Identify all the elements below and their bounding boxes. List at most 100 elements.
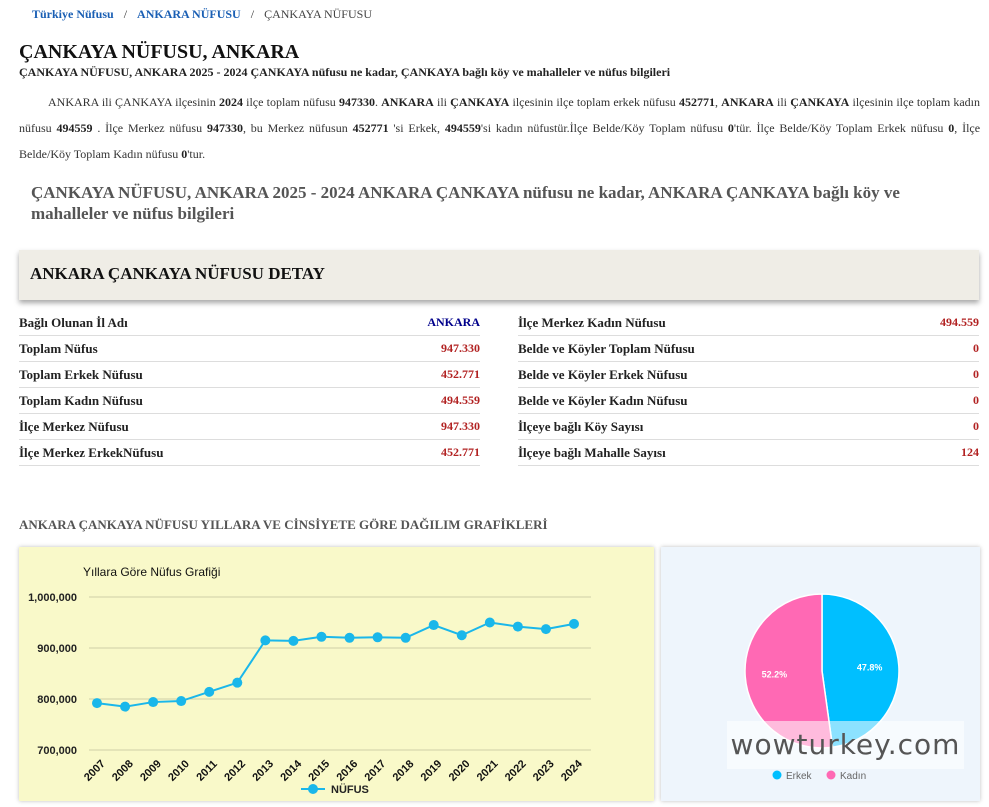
breadcrumb-province-link[interactable]: ANKARA NÜFUSU	[137, 7, 241, 21]
charts-heading: ANKARA ÇANKAYA NÜFUSU YILLARA VE CİNSİYE…	[19, 517, 548, 532]
x-tick-label: 2019	[419, 758, 445, 784]
x-tick-label: 2015	[306, 758, 332, 784]
x-tick-label: 2010	[166, 758, 192, 784]
data-point	[400, 632, 411, 643]
x-tick-label: 2023	[531, 758, 557, 784]
x-tick-label: 2024	[559, 757, 585, 783]
y-tick-label: 900,000	[37, 643, 77, 655]
stat-row-village-total: Belde ve Köyler Toplam Nüfusu 0	[518, 336, 979, 362]
stat-row-total: Toplam Nüfus 947.330	[19, 336, 480, 362]
stats-right-column: İlçe Merkez Kadın Nüfusu 494.559 Belde ve…	[518, 310, 979, 466]
detail-title: ANKARA ÇANKAYA NÜFUSU DETAY	[30, 264, 325, 283]
stat-label: Toplam Kadın Nüfusu	[19, 392, 143, 408]
intro-paragraph: ANKARA ili ÇANKAYA ilçesinin 2024 ilçe t…	[19, 95, 981, 161]
stat-row-female: Toplam Kadın Nüfusu 494.559	[19, 388, 480, 414]
x-tick-label: 2009	[138, 758, 164, 784]
breadcrumb-home-link[interactable]: Türkiye Nüfusu	[32, 7, 114, 21]
stat-label: İlçeye bağlı Mahalle Sayısı	[518, 444, 666, 460]
stat-row-center-male: İlçe Merkez ErkekNüfusu 452.771	[19, 440, 480, 466]
stat-label: Belde ve Köyler Erkek Nüfusu	[518, 366, 688, 382]
x-tick-label: 2013	[250, 758, 276, 784]
stat-value: 494.559	[940, 315, 979, 329]
pie-chart-svg: 47.8% 52.2% Erkek Kadın	[744, 593, 900, 782]
data-point	[148, 697, 159, 708]
legend-marker	[308, 784, 318, 794]
stat-row-province: Bağlı Olunan İl Adı ANKARA	[19, 310, 480, 336]
data-point	[428, 620, 439, 631]
stat-row-village-count: İlçeye bağlı Köy Sayısı 0	[518, 414, 979, 440]
data-point	[372, 632, 383, 643]
stat-label: Bağlı Olunan İl Adı	[19, 314, 128, 330]
stats-left-column: Bağlı Olunan İl Adı ANKARA Toplam Nüfus 94…	[19, 310, 480, 466]
line-chart-svg: Yıllara Göre Nüfus Grafiği 700,000 800,000…	[28, 565, 591, 796]
legend-marker	[826, 770, 836, 780]
breadcrumb-current: ÇANKAYA NÜFUSU	[264, 7, 372, 21]
slice-value-label: 47.8%	[857, 663, 883, 673]
stat-row-center-total: İlçe Merkez Nüfusu 947.330	[19, 414, 480, 440]
stat-row-village-female: Belde ve Köyler Kadın Nüfusu 0	[518, 388, 979, 414]
breadcrumb: Türkiye Nüfusu / ANKARA NÜFUSU / ÇANKAYA…	[32, 7, 372, 22]
legend-marker	[772, 770, 782, 780]
data-point	[176, 696, 187, 707]
watermark-logo: wowturkey.com	[727, 721, 964, 769]
data-point	[540, 624, 551, 635]
stat-row-neighborhood-count: İlçeye bağlı Mahalle Sayısı 124	[518, 440, 979, 466]
breadcrumb-separator: /	[250, 7, 255, 21]
population-line-chart: Yıllara Göre Nüfus Grafiği 700,000 800,000…	[19, 547, 654, 801]
stat-value: 0	[973, 419, 979, 433]
stat-label: Belde ve Köyler Toplam Nüfusu	[518, 340, 695, 356]
breadcrumb-separator: /	[123, 7, 128, 21]
stat-value: 947.330	[441, 341, 480, 355]
stat-value: ANKARA	[427, 315, 480, 329]
y-tick-label: 800,000	[37, 694, 77, 706]
y-tick-label: 1,000,000	[28, 592, 77, 604]
data-point	[512, 621, 523, 632]
page-title: ÇANKAYA NÜFUSU, ANKARA	[19, 41, 300, 63]
stat-label: İlçe Merkez Nüfusu	[19, 418, 129, 434]
stat-label: İlçe Merkez Kadın Nüfusu	[518, 314, 666, 330]
legend-label: Erkek	[786, 771, 813, 782]
data-point	[316, 631, 327, 642]
x-tick-label: 2022	[503, 758, 529, 784]
stat-label: İlçe Merkez ErkekNüfusu	[19, 444, 164, 460]
x-tick-label: 2012	[222, 758, 248, 784]
stat-value: 494.559	[441, 393, 480, 407]
data-point	[569, 618, 579, 629]
x-tick-label: 2014	[278, 757, 304, 783]
legend-label: Kadın	[840, 771, 866, 782]
data-point	[484, 617, 495, 628]
page-subtitle: ÇANKAYA NÜFUSU, ANKARA 2025 - 2024 ÇANKA…	[19, 65, 671, 79]
data-point	[288, 635, 299, 646]
stat-label: Belde ve Köyler Kadın Nüfusu	[518, 392, 688, 408]
x-tick-label: 2016	[335, 758, 361, 784]
data-point	[344, 632, 355, 643]
x-tick-label: 2020	[447, 758, 473, 784]
stat-row-center-female: İlçe Merkez Kadın Nüfusu 494.559	[518, 310, 979, 336]
legend-label: NÜFUS	[331, 783, 369, 796]
stat-label: Toplam Erkek Nüfusu	[19, 366, 143, 382]
data-point	[456, 630, 467, 641]
data-point	[260, 635, 271, 646]
stat-value: 0	[973, 367, 979, 381]
stat-row-village-male: Belde ve Köyler Erkek Nüfusu 0	[518, 362, 979, 388]
x-tick-label: 2018	[391, 758, 417, 784]
data-point	[92, 698, 102, 709]
data-point	[204, 686, 215, 697]
stat-label: Toplam Nüfus	[19, 340, 98, 356]
detail-header: ANKARA ÇANKAYA NÜFUSU DETAY	[19, 250, 979, 300]
slice-value-label: 52.2%	[762, 669, 788, 679]
x-tick-label: 2008	[110, 758, 136, 784]
section-heading: ÇANKAYA NÜFUSU, ANKARA 2025 - 2024 ANKAR…	[31, 183, 900, 223]
stat-value: 0	[973, 393, 979, 407]
stat-value: 452.771	[441, 445, 480, 459]
x-tick-label: 2021	[475, 758, 501, 784]
stat-label: İlçeye bağlı Köy Sayısı	[518, 418, 644, 434]
y-tick-label: 700,000	[37, 745, 77, 757]
x-tick-label: 2007	[82, 758, 108, 784]
chart-title: Yıllara Göre Nüfus Grafiği	[83, 565, 220, 579]
stat-value: 452.771	[441, 367, 480, 381]
x-tick-label: 2011	[194, 758, 219, 783]
stat-value: 947.330	[441, 419, 480, 433]
data-point	[120, 701, 131, 712]
data-point	[232, 677, 243, 688]
